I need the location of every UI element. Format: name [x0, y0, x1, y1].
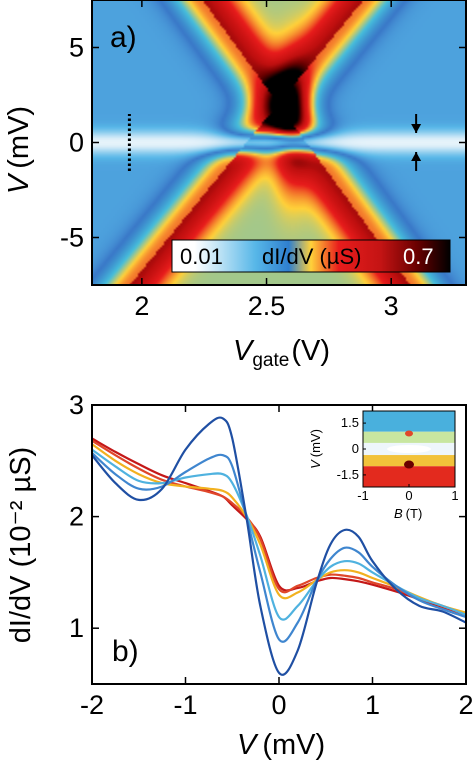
panel-a-ticks: 2 2.5 3 5 0 -5 [60, 0, 466, 321]
panel-a-annotations [127, 114, 422, 171]
inset-zero-bias-feature [387, 445, 431, 453]
panel-b-xtick-label: 2 [458, 690, 473, 720]
inset-xlabel: B (T) [394, 506, 422, 521]
panel-a-label: a) [110, 21, 137, 54]
panel-b-ticks: -2 -1 0 1 2 3 2 1 [69, 390, 474, 720]
arrow-up-head [411, 152, 422, 161]
panel-a-ylabel: V (mV) [3, 106, 35, 194]
colorbar: 0.01 dI/dV (µS) 0.7 [171, 239, 451, 273]
panel-a-xlabel-sub: gate [252, 350, 289, 371]
inset: -1 0 1 1.5 0 -1.5 B (T) V (mV) [308, 410, 459, 521]
panel-b-label: b) [112, 635, 139, 668]
panel-a-xlabel-unit: (V) [291, 335, 330, 367]
panel-b-xlabel-unit: (mV) [262, 729, 325, 761]
panel-a-ytick-label: 5 [69, 33, 84, 63]
inset-ylabel-unit: (mV) [308, 429, 323, 457]
inset-upper-peak [405, 430, 413, 437]
panel-a-xlabel-symbol: V [233, 335, 255, 367]
inset-band-1 [363, 411, 455, 432]
panel-b-xlabel: V (mV) [237, 729, 325, 761]
panel-a-xtick-label: 2.5 [248, 291, 286, 321]
inset-xtick-label: 0 [405, 488, 412, 503]
panel-b-lines [92, 416, 466, 676]
panel-a-xtick-label: 2 [134, 291, 149, 321]
panel-a-xtick-label: 3 [384, 291, 399, 321]
panel-b-ylabel: dI/dV (10⁻² µS) [5, 447, 37, 643]
inset-heatmap [363, 411, 455, 487]
panel-a-ytick-label: 0 [69, 128, 84, 158]
inset-xlabel-unit: (T) [406, 506, 423, 521]
colorbar-gradient [171, 239, 451, 273]
colorbar-max-label: 0.7 [403, 244, 434, 269]
panel-b-ytick-label: 3 [69, 390, 84, 420]
panel-b-xtick-label: -1 [173, 690, 197, 720]
panel-b-xtick-label: -2 [80, 690, 104, 720]
inset-xtick-label: 1 [451, 488, 458, 503]
inset-ylabel-symbol: V [308, 459, 323, 469]
panel-a-xlabel: Vgate(V) [233, 335, 330, 371]
inset-ticks: -1 0 1 1.5 0 -1.5 [337, 415, 459, 503]
inset-lower-peak [404, 460, 414, 469]
inset-band-2 [363, 431, 455, 443]
inset-ytick-label: 0 [352, 441, 359, 456]
inset-xlabel-symbol: B [394, 506, 403, 521]
panel-b-ytick-label: 2 [69, 502, 84, 532]
heatmap-image [92, 0, 466, 285]
panel-a-ylabel-symbol: V [3, 172, 35, 194]
colorbar-label: dI/dV (µS) [262, 244, 361, 269]
inset-ytick-label: 1.5 [341, 415, 359, 430]
inset-ylabel: V (mV) [308, 429, 323, 469]
inset-band-5 [363, 466, 455, 487]
inset-xtick-label: -1 [357, 488, 369, 503]
panel-a-ytick-label: -5 [60, 223, 84, 253]
series-line-1 [92, 416, 466, 676]
inset-ytick-label: -1.5 [337, 467, 359, 482]
series-line-4 [92, 443, 466, 614]
panel-a-ylabel-unit: (mV) [3, 106, 35, 169]
panel-a: 2 2.5 3 5 0 -5 0.01 dI/dV (µS) 0.7 a) Vgate(V… [3, 0, 467, 371]
panel-b-xlabel-symbol: V [237, 729, 259, 761]
panel-b-xtick-label: 0 [271, 690, 286, 720]
panel-b-ytick-label: 1 [69, 613, 84, 643]
arrow-down-head [411, 124, 422, 133]
colorbar-min-label: 0.01 [180, 244, 223, 269]
panel-b-xtick-label: 1 [365, 690, 380, 720]
